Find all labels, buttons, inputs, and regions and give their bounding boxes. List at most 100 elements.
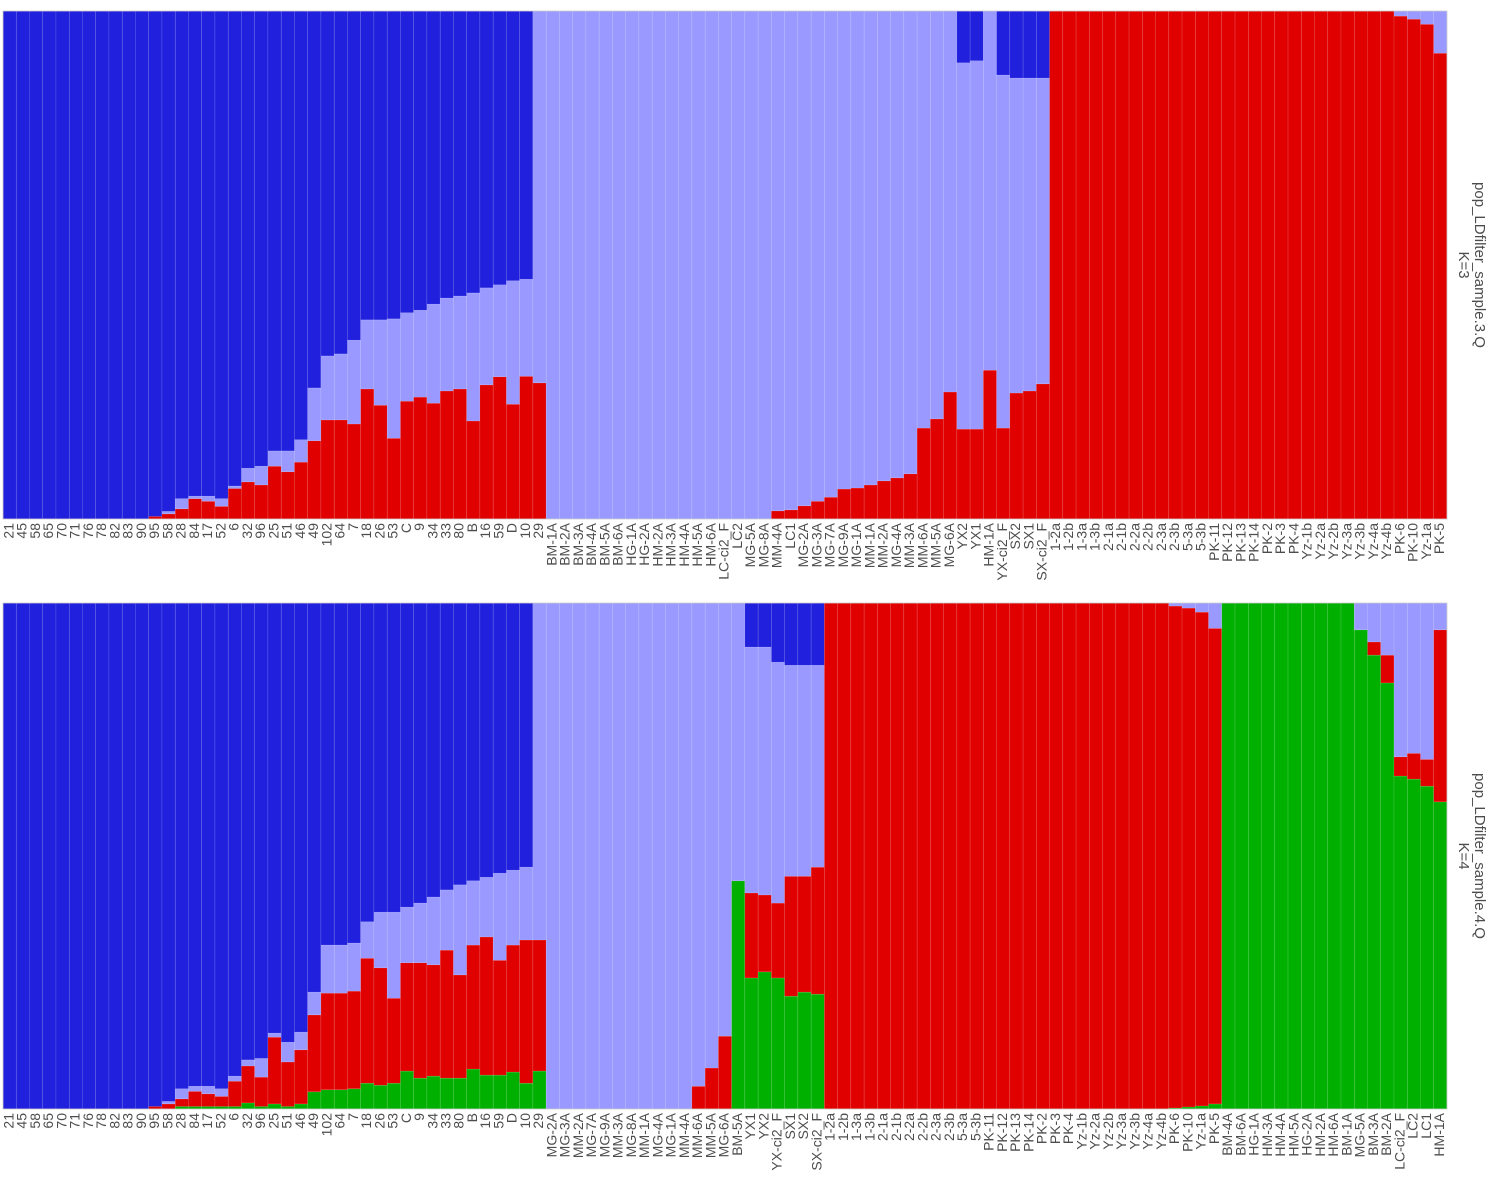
bar-segment xyxy=(201,602,216,1087)
bar-segment xyxy=(333,419,348,520)
bar-segment xyxy=(466,602,481,882)
x-tick-label: BM-2A xyxy=(557,522,573,565)
x-tick-label: BM-3A xyxy=(1365,1112,1381,1155)
bar-segment xyxy=(492,959,507,1076)
bar-segment xyxy=(996,427,1011,520)
x-tick-label: MG-7A xyxy=(822,522,838,567)
bar-segment xyxy=(188,1090,203,1107)
x-tick-label: PK-13 xyxy=(1232,523,1248,562)
x-tick-label: BM-2A xyxy=(1378,1112,1394,1155)
x-tick-label: 84 xyxy=(186,523,202,539)
x-tick-label: 26 xyxy=(371,1113,387,1129)
bar-segment xyxy=(1327,10,1342,520)
x-tick-label: 2-2b xyxy=(1140,523,1156,551)
bar-segment xyxy=(174,1088,189,1100)
bar-segment xyxy=(294,461,308,520)
x-tick-label: 1-3a xyxy=(1073,523,1089,551)
bar-segment xyxy=(267,1032,282,1038)
bar-segment xyxy=(744,10,759,520)
x-tick-label: 5-3b xyxy=(1193,523,1209,551)
bar-segment xyxy=(1181,607,1196,1108)
bar-segment xyxy=(320,944,335,994)
bar-segment xyxy=(294,1031,308,1051)
bar-segment xyxy=(784,509,799,520)
bar-segment xyxy=(1406,752,1421,780)
bar-segment xyxy=(214,602,229,1090)
x-tick-label: Yz-4a xyxy=(1365,523,1381,560)
x-tick-label: D xyxy=(504,523,520,533)
bar-segment xyxy=(1406,602,1421,754)
x-tick-label: MG-7A xyxy=(583,1112,599,1157)
x-tick-label: PK-5 xyxy=(1206,1113,1222,1144)
bar-segment xyxy=(1380,682,1395,1110)
bar-segment xyxy=(280,1061,295,1107)
x-tick-label: SX2 xyxy=(795,1113,811,1140)
x-tick-label: B xyxy=(464,1113,480,1122)
x-tick-label: MM-2A xyxy=(570,1112,586,1158)
bar-segment xyxy=(1433,10,1448,54)
bar-segment xyxy=(1009,602,1024,1110)
bar-segment xyxy=(519,375,534,520)
bar-segment xyxy=(678,602,693,1110)
x-tick-label: 2-1b xyxy=(1113,523,1129,551)
bar-segment xyxy=(373,404,388,520)
bar-segment xyxy=(1022,602,1037,1110)
bar-segment xyxy=(174,498,189,510)
bar-segment xyxy=(386,10,401,320)
x-tick-label: 28 xyxy=(173,1113,189,1129)
x-tick-label: 84 xyxy=(186,1113,202,1129)
bar-segment xyxy=(506,944,520,1073)
x-tick-label: 5-3a xyxy=(1179,523,1195,551)
bar-segment xyxy=(413,962,428,1079)
bar-segment xyxy=(1340,602,1355,1110)
bar-segment xyxy=(1393,15,1408,520)
bar-segment xyxy=(241,10,256,469)
bar-segment xyxy=(227,602,242,1077)
x-tick-label: D xyxy=(504,1113,520,1123)
x-tick-label: PK-3 xyxy=(1272,523,1288,554)
bar-segment xyxy=(1036,602,1050,1110)
bar-segment xyxy=(42,10,57,520)
bar-segment xyxy=(254,1058,269,1078)
bar-segment xyxy=(267,450,282,467)
bar-segment xyxy=(241,1102,256,1110)
bar-segment xyxy=(333,353,348,421)
bar-segment xyxy=(1261,602,1276,1110)
bar-segment xyxy=(373,319,388,406)
bar-segment xyxy=(492,1074,507,1110)
bar-segment xyxy=(850,10,865,489)
bar-segment xyxy=(373,911,388,969)
bar-segment xyxy=(532,939,547,1072)
bar-segment xyxy=(1022,77,1037,392)
x-tick-label: PK-11 xyxy=(981,1113,997,1151)
bar-segment xyxy=(386,997,401,1084)
bar-segment xyxy=(174,1098,189,1107)
bar-segment xyxy=(956,602,971,1110)
x-tick-label: MG-9A xyxy=(835,522,851,567)
x-tick-label: 1-3b xyxy=(861,1113,877,1141)
bar-segment xyxy=(214,10,229,499)
x-tick-label: 5-3a xyxy=(954,1113,970,1141)
bar-segment xyxy=(333,602,348,946)
bar-segment xyxy=(307,10,322,389)
x-tick-label: 9 xyxy=(411,1113,427,1121)
x-tick-label: 18 xyxy=(358,1113,374,1129)
bar-segment xyxy=(241,1065,256,1104)
bar-segment xyxy=(280,602,295,1043)
bar-segment xyxy=(1420,10,1435,25)
bar-segment xyxy=(492,10,507,286)
bar-segment xyxy=(400,962,414,1072)
bar-segment xyxy=(280,1041,295,1063)
bar-segment xyxy=(360,921,375,959)
bar-segment xyxy=(837,10,852,490)
bar-segment xyxy=(161,1103,176,1110)
bar-segment xyxy=(254,484,269,520)
x-tick-label: YX2 xyxy=(755,1113,771,1140)
bar-segment xyxy=(320,355,335,421)
x-tick-label: 1-2a xyxy=(1047,523,1063,551)
bar-segment xyxy=(439,10,454,299)
x-tick-label: MM-2A xyxy=(875,522,891,568)
x-tick-label: 51 xyxy=(279,1113,295,1129)
x-tick-label: YX1 xyxy=(967,523,983,550)
x-tick-label: LC1 xyxy=(782,523,798,549)
